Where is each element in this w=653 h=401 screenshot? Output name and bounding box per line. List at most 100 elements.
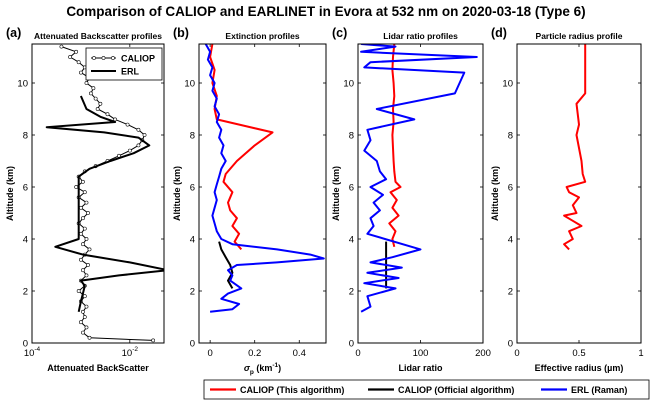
y-tick-label-a-4: 8 [23, 131, 28, 142]
data-point-a-9 [88, 91, 93, 96]
figure-title: Comparison of CALIOP and EARLINET in Evo… [66, 4, 585, 19]
y-tick-label-a-1: 2 [23, 287, 28, 298]
data-point-a-19 [136, 143, 141, 148]
data-point-a-39 [87, 247, 92, 252]
y-tick-label-a-2: 4 [23, 235, 28, 246]
data-point-a-51 [81, 309, 85, 314]
x-axis-label-d: Effective radius (µm) [535, 363, 624, 373]
data-point-a-43 [81, 268, 85, 273]
data-point-a-41 [79, 257, 83, 262]
data-point-a-52 [82, 315, 87, 319]
data-point-a-55 [81, 330, 85, 335]
axes-box-b [198, 43, 327, 344]
x-tick-label-a-0: 10-4 [24, 346, 41, 359]
y-tick-label-c-3: 6 [349, 183, 354, 194]
panel-label-b: (b) [173, 26, 189, 40]
panel-label-d: (d) [491, 26, 507, 40]
panels: (a) Attenuated Backscatter profiles 0 2 4 6 8 1… [5, 26, 644, 376]
x-tick-label-d-0: 0 [514, 348, 519, 359]
data-point-a-15 [125, 122, 130, 127]
y-tick-label-d-1: 2 [508, 287, 513, 298]
data-point-a-2 [68, 55, 72, 59]
y-tick-label-b-2: 4 [190, 235, 195, 246]
data-point-a-7 [84, 81, 89, 85]
x-tick-label-b-1: 0.2 [248, 348, 261, 359]
y-tick-label-b-3: 6 [190, 183, 195, 194]
data-point-a-17 [142, 133, 147, 137]
series-line-b-2 [204, 44, 325, 313]
data-point-a-16 [136, 127, 141, 132]
panel-title-d: Particle radius profile [536, 31, 623, 41]
y-tick-label-b-0: 0 [190, 339, 195, 350]
data-point-a-1 [74, 49, 79, 54]
y-axis-label-d: Altitude (km) [490, 166, 500, 221]
y-tick-label-d-2: 4 [508, 235, 513, 246]
data-point-a-33 [81, 216, 85, 221]
x-tick-label-c-0: 0 [355, 348, 360, 359]
series-line-c-2 [360, 44, 478, 313]
panel-label-c: (c) [332, 26, 347, 40]
series-line-d-0 [563, 44, 587, 251]
data-point-a-36 [79, 231, 83, 236]
data-point-a-47 [76, 289, 81, 293]
x-tick-label-b-0: 0 [207, 348, 212, 359]
data-point-a-37 [84, 237, 89, 241]
panel-d: (d) Particle radius profile 0 2 4 6 8 10 0 0.5 1 Al… [490, 26, 644, 373]
data-point-a-10 [93, 96, 98, 101]
y-tick-label-d-5: 10 [502, 79, 513, 90]
legend-label-a-0: CALIOP [121, 54, 155, 64]
data-point-a-48 [82, 294, 87, 299]
y-tick-label-b-1: 2 [190, 287, 195, 298]
y-tick-label-d-0: 0 [508, 339, 513, 350]
y-tick-label-d-4: 8 [508, 131, 513, 142]
legend-label-a-1: ERL [121, 67, 140, 77]
x-tick-label-c-1: 100 [413, 348, 429, 359]
axes-box-c [357, 43, 484, 344]
data-point-a-53 [79, 320, 83, 325]
data-point-a-5 [79, 70, 83, 75]
y-tick-label-d-3: 6 [508, 183, 513, 194]
data-point-a-11 [98, 101, 103, 106]
series-group-a [45, 44, 164, 343]
data-point-a-26 [81, 179, 85, 184]
x-tick-label-b-2: 0.4 [293, 348, 306, 359]
x-tick-label-d-2: 1 [638, 348, 643, 359]
y-tick-label-b-4: 8 [190, 131, 195, 142]
data-point-a-20 [127, 148, 132, 153]
data-point-a-8 [91, 86, 96, 91]
data-point-a-27 [74, 185, 79, 189]
y-tick-label-a-5: 10 [17, 79, 28, 90]
panel-title-c: Lidar ratio profiles [383, 31, 458, 41]
legend-label-2: ERL (Raman) [571, 385, 627, 395]
x-axis-label-a: Attenuated BackScatter [47, 363, 149, 373]
axes-box-a [31, 43, 165, 344]
y-tick-label-b-5: 10 [184, 79, 195, 90]
series-line-b-0 [209, 44, 274, 251]
x-axis-label-b: σp (km-1) [244, 362, 281, 376]
data-point-a-32 [86, 211, 90, 215]
series-line-b-1 [218, 241, 234, 289]
series-line-c-0 [388, 44, 402, 248]
data-point-a-30 [84, 200, 89, 205]
legend-label-1: CALIOP (Official algorithm) [398, 385, 514, 395]
figure-legend: CALIOP (This algorithm) CALIOP (Official … [203, 379, 650, 400]
y-axis-label-b: Altitude (km) [172, 166, 182, 221]
y-axis-label-a: Altitude (km) [5, 166, 15, 221]
data-point-a-13 [105, 112, 110, 117]
data-point-a-12 [95, 107, 100, 111]
data-point-a-31 [79, 205, 83, 210]
y-axis-label-c: Altitude (km) [331, 166, 341, 221]
y-tick-label-c-0: 0 [349, 339, 354, 350]
data-point-a-57 [151, 338, 156, 343]
data-point-a-38 [81, 242, 85, 247]
data-point-a-0 [59, 44, 64, 49]
x-tick-label-c-2: 200 [475, 348, 491, 359]
panel-title-b: Extinction profiles [225, 31, 299, 41]
panel-a: (a) Attenuated Backscatter profiles 0 2 4 6 8 1… [5, 26, 165, 373]
series-line-a-0 [61, 46, 154, 341]
x-tick-label-d-1: 0.5 [572, 348, 585, 359]
series-group-d [563, 44, 587, 251]
y-tick-label-a-3: 6 [23, 183, 28, 194]
panel-label-a: (a) [6, 26, 21, 40]
